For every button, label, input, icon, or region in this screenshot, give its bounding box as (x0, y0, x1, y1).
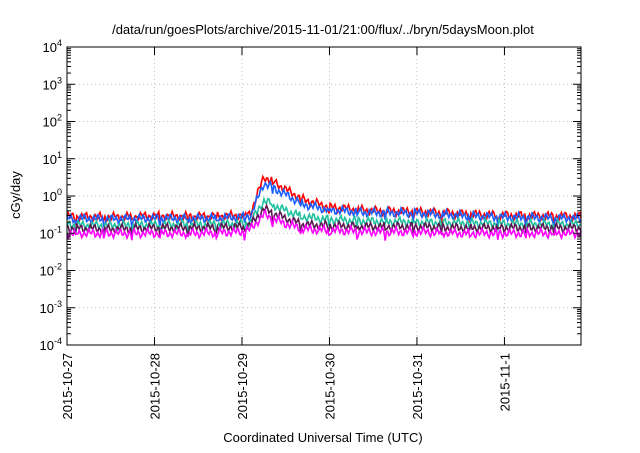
x-axis-label: Coordinated Universal Time (UTC) (223, 430, 422, 445)
x-tick-label: 2015-10-29 (235, 353, 250, 420)
series-line (66, 208, 582, 241)
x-tick-label: 2015-10-31 (410, 353, 425, 420)
x-tick-label: 2015-10-30 (322, 353, 337, 420)
axis-ticks: 10-4 10-3 10-2 10-1 100 101 102 103 104 2015-10-2… (40, 38, 581, 420)
y-tick-label: 102 (43, 113, 62, 130)
chart-title: /data/run/goesPlots/archive/2015-11-01/2… (112, 22, 534, 37)
x-tick-label: 2015-11-1 (497, 353, 512, 411)
y-tick-label: 10-3 (40, 299, 62, 316)
x-tick-label: 2015-10-27 (60, 353, 75, 420)
y-axis-label: cGy/day (8, 171, 23, 219)
series-lines (66, 174, 582, 241)
grid-lines (67, 47, 581, 345)
y-tick-label: 101 (43, 150, 62, 167)
x-tick-label: 2015-10-28 (147, 353, 162, 420)
y-tick-label: 10-1 (40, 224, 62, 241)
series-line (66, 179, 582, 229)
y-tick-label: 10-2 (40, 262, 62, 279)
y-tick-label: 103 (43, 75, 62, 92)
y-tick-label: 10-4 (40, 336, 62, 353)
y-tick-label: 100 (43, 187, 62, 204)
y-tick-label: 104 (43, 38, 62, 55)
